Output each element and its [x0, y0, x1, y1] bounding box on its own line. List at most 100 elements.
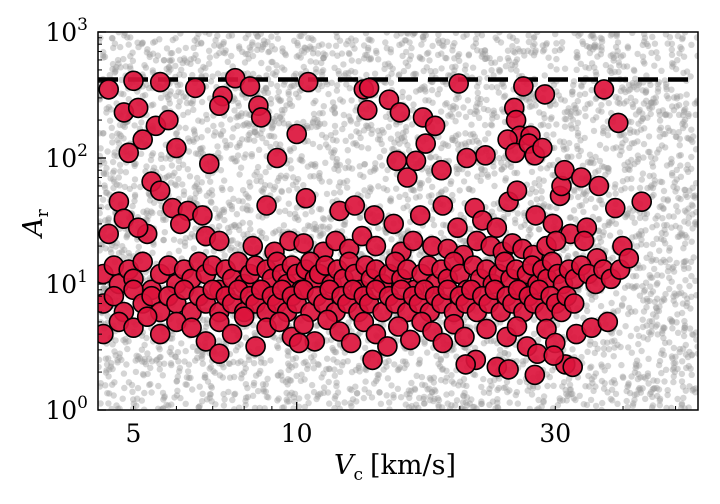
background-point	[507, 66, 515, 73]
background-point	[504, 210, 512, 217]
background-point	[206, 391, 214, 398]
background-point	[320, 103, 327, 110]
background-point	[618, 186, 625, 194]
background-point	[211, 369, 219, 376]
background-point	[269, 122, 277, 129]
highlight-point	[604, 197, 626, 219]
background-point	[380, 185, 387, 192]
background-point	[481, 47, 489, 54]
background-point	[278, 116, 286, 123]
background-point	[643, 72, 650, 79]
background-point	[429, 72, 436, 79]
background-point	[670, 94, 678, 101]
background-point	[194, 40, 201, 47]
background-point	[318, 131, 326, 139]
background-point	[605, 164, 612, 172]
background-point	[654, 392, 661, 400]
background-point	[404, 62, 412, 70]
background-point	[611, 184, 618, 191]
background-point	[191, 37, 198, 44]
background-point	[624, 176, 631, 183]
background-point	[279, 110, 286, 118]
background-point	[108, 360, 115, 367]
background-point	[140, 208, 147, 215]
background-point	[144, 350, 151, 357]
background-point	[214, 70, 222, 77]
background-point	[309, 119, 317, 127]
background-point	[577, 32, 584, 37]
background-point	[305, 399, 312, 407]
background-point	[624, 404, 631, 410]
background-point	[168, 56, 175, 64]
background-point	[460, 104, 467, 111]
background-point	[371, 70, 379, 77]
background-point	[149, 67, 156, 74]
background-point	[110, 176, 117, 183]
background-point	[473, 137, 481, 144]
background-point	[688, 351, 696, 358]
highlight-point	[386, 150, 408, 172]
background-point	[216, 223, 223, 230]
background-point	[175, 175, 182, 183]
background-point	[680, 69, 687, 77]
background-point	[320, 67, 327, 74]
background-point	[673, 259, 680, 267]
background-point	[333, 382, 340, 390]
background-point	[194, 57, 202, 65]
background-point	[106, 117, 114, 124]
background-point	[271, 118, 278, 125]
background-point	[566, 391, 573, 398]
background-point	[341, 221, 348, 228]
background-point	[353, 398, 360, 405]
background-point	[272, 71, 279, 79]
background-point	[611, 337, 618, 344]
background-point	[451, 39, 458, 47]
background-point	[185, 374, 193, 382]
background-point	[644, 184, 651, 192]
background-point	[286, 362, 293, 369]
background-point	[565, 375, 573, 382]
background-point	[673, 203, 680, 210]
background-point	[547, 203, 554, 211]
background-point	[622, 323, 629, 330]
background-point	[404, 141, 411, 149]
background-point	[609, 397, 616, 404]
background-point	[556, 138, 564, 145]
background-point	[364, 122, 371, 130]
background-point	[669, 172, 676, 179]
background-point	[236, 222, 243, 229]
background-point	[312, 163, 319, 170]
background-point	[461, 140, 469, 147]
background-point	[315, 122, 322, 130]
background-point	[425, 193, 433, 200]
background-point	[385, 60, 392, 67]
background-point	[629, 32, 636, 36]
background-point	[679, 300, 687, 307]
background-point	[224, 58, 231, 65]
background-point	[273, 32, 280, 36]
background-point	[641, 60, 648, 67]
background-point	[310, 161, 317, 169]
background-point	[288, 165, 295, 172]
background-point	[440, 140, 447, 147]
background-point	[347, 118, 355, 125]
background-point	[193, 135, 200, 142]
background-point	[474, 108, 481, 116]
background-point	[584, 348, 591, 355]
background-point	[304, 124, 311, 131]
background-point	[604, 389, 611, 396]
background-point	[366, 36, 373, 43]
background-point	[318, 41, 326, 48]
background-point	[234, 122, 241, 130]
background-point	[138, 40, 145, 48]
background-point	[300, 118, 307, 126]
background-point	[601, 380, 608, 387]
background-point	[434, 51, 442, 59]
background-point	[622, 136, 629, 144]
highlight-point	[389, 102, 411, 123]
background-point	[604, 339, 611, 346]
background-point	[670, 378, 677, 386]
background-point	[428, 86, 436, 94]
background-point	[469, 187, 476, 194]
background-point	[260, 87, 267, 94]
